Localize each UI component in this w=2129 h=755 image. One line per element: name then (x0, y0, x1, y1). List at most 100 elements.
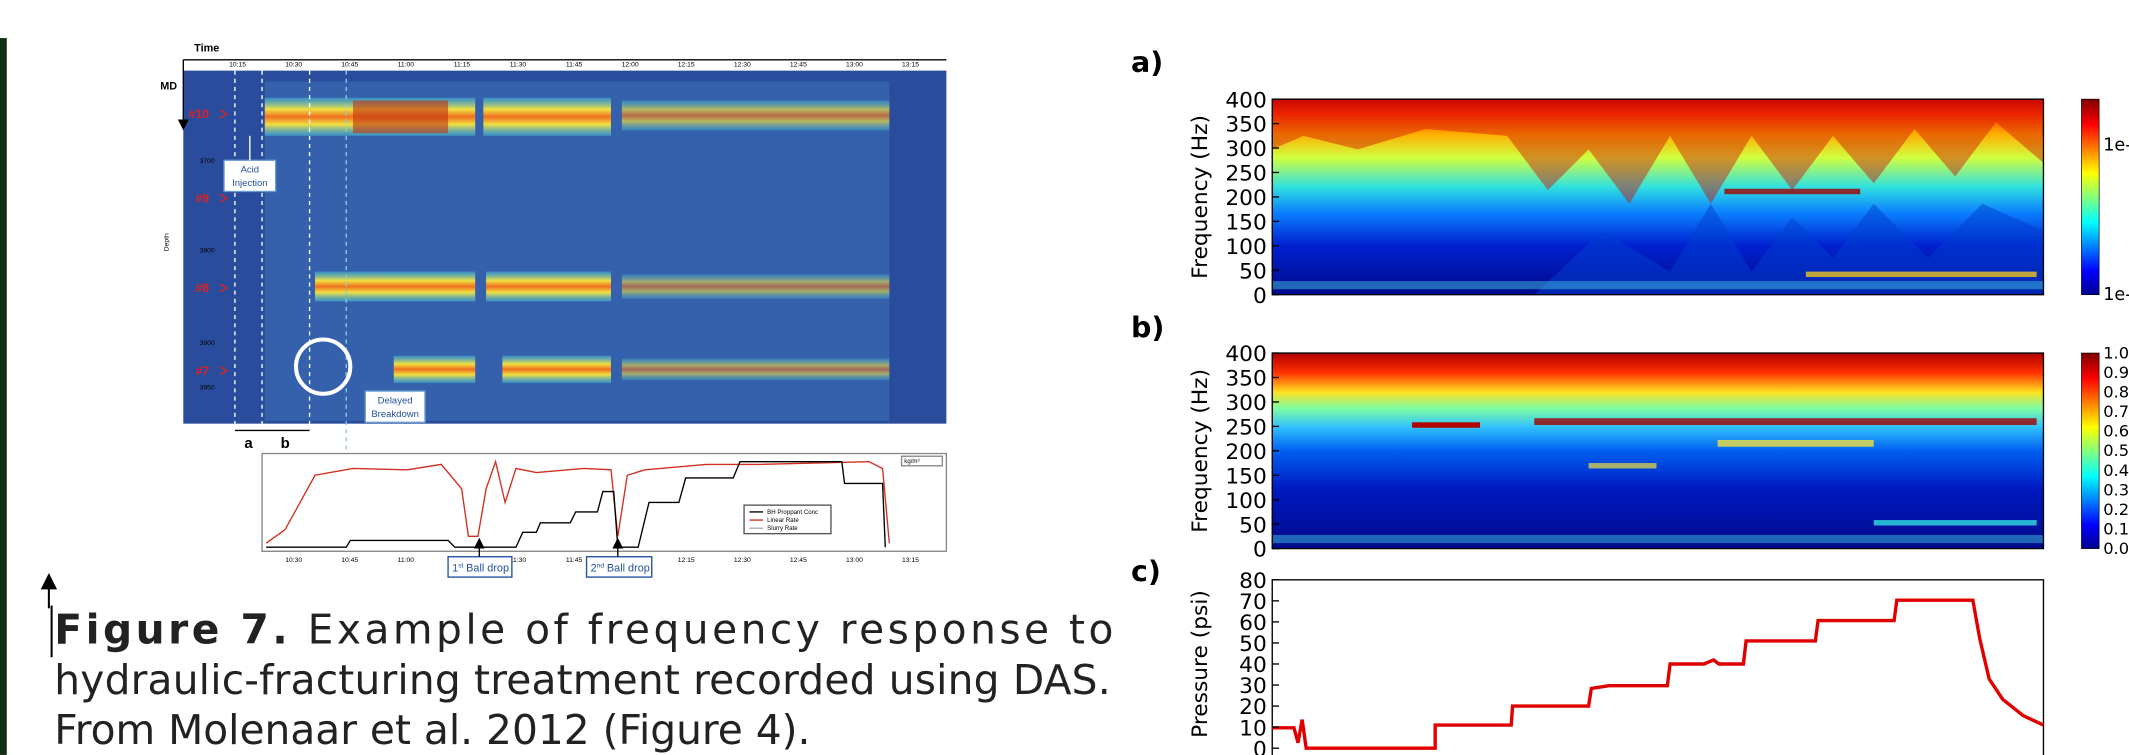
interval-label: b (281, 435, 290, 452)
band (353, 100, 449, 134)
time-tick: 13:00 (846, 557, 863, 564)
colorbar-label: 0.8 (2103, 383, 2129, 402)
y-tick-label: 0 (1253, 538, 1267, 563)
streak (1717, 439, 1874, 447)
y-tick-label: 70 (1239, 590, 1267, 615)
time-tick: 13:15 (902, 557, 919, 564)
time-tick: 11:45 (566, 557, 583, 564)
callout (364, 390, 426, 423)
units: kg/m³ (904, 458, 919, 465)
time-tick: 10:30 (285, 62, 302, 69)
band (502, 355, 612, 383)
caption-text (291, 606, 304, 654)
streak (1534, 418, 2037, 426)
caption-line: From Molenaar et al. 2012 (Figure 4). (54, 706, 810, 754)
y-tick-label: 300 (1225, 391, 1266, 416)
ball-drop-text: Ball drop (466, 563, 509, 575)
band (483, 97, 612, 136)
time-tick: 12:30 (734, 557, 751, 564)
md-label: MD (160, 81, 177, 93)
y-tick-label: 100 (1225, 235, 1266, 260)
zone-marker (219, 283, 229, 293)
time-tick: 12:30 (734, 62, 751, 69)
callout (223, 159, 277, 193)
y-tick-label: 60 (1239, 611, 1267, 636)
y-tick-label: 100 (1225, 489, 1266, 514)
zone-label: #7 (196, 364, 210, 378)
callout-text: Delayed (378, 395, 413, 406)
y-tick-label: 0 (1253, 284, 1267, 309)
band (315, 271, 476, 302)
border (0, 38, 7, 755)
legend-text: Slurry Rate (767, 525, 798, 532)
y-tick-label: 150 (1225, 211, 1266, 236)
streak (1272, 281, 2044, 290)
depth-label: Depth (163, 233, 170, 251)
ball-drop-label: 1st Ball drop (452, 563, 509, 575)
streak (1272, 535, 2044, 544)
streak (1805, 271, 2037, 278)
units-box (900, 455, 943, 467)
panel-label: c) (1131, 555, 1161, 588)
y-tick-label: 10 (1239, 716, 1267, 741)
spectrogram (1272, 353, 2044, 549)
time-tick: 12:45 (790, 557, 807, 564)
colorbar (2081, 352, 2100, 549)
streak (1873, 520, 2037, 526)
y-tick-label: 200 (1225, 186, 1266, 211)
y-tick-label: 200 (1225, 440, 1266, 465)
y-tick-label: 50 (1239, 259, 1267, 284)
colorbar-label: 0.3 (2103, 480, 2129, 499)
time-tick: 10:15 (229, 62, 246, 69)
callout-text: Injection (232, 178, 267, 189)
time-tick: 12:45 (790, 62, 807, 69)
time-tick: 13:00 (846, 62, 863, 69)
panel-c (1271, 579, 2045, 755)
caption-line: Figure 7. Example of frequency response … (54, 606, 1113, 654)
colorbar-label: 0.2 (2103, 500, 2129, 519)
panel-a (1271, 98, 2100, 296)
legend-text: BH Proppant Conc (767, 509, 818, 516)
y-tick-label: 250 (1225, 162, 1266, 187)
y-tick-label: 250 (1225, 416, 1266, 441)
left-figure: Time MD 10:15 10:3010:3010:4510:4511:0011… (160, 43, 948, 578)
breakdown-circle (293, 337, 353, 396)
pressure-curve (1272, 598, 2045, 750)
panel-label: b) (1131, 311, 1164, 344)
depth-tick: 3700 (200, 158, 215, 165)
panel-label: a) (1131, 46, 1163, 79)
y-tick-label: 300 (1225, 137, 1266, 162)
colorbar-label: 1.0 (2103, 343, 2129, 362)
colorbar-label: 1e- (2103, 136, 2129, 156)
y-tick-label: 30 (1239, 674, 1267, 699)
legend-text: Linear Rate (767, 517, 799, 524)
interval-label: a (244, 435, 253, 452)
y-tick-label: 400 (1225, 88, 1266, 113)
time-tick: 11:30 (510, 557, 527, 564)
colorbar-label: 0.0 (2103, 539, 2129, 558)
frame (1271, 579, 2045, 755)
y-tick-label: 20 (1239, 695, 1267, 720)
time-label: Time (194, 43, 219, 55)
conc-curve (266, 461, 886, 548)
y-axis-label: Pressure (psi) (1188, 590, 1213, 738)
zone-marker (219, 109, 229, 119)
time-tick: 11:00 (398, 62, 415, 69)
y-tick-label: 350 (1225, 113, 1266, 138)
colorbar-label: 0.1 (2103, 519, 2129, 538)
panel-b (1271, 352, 2100, 550)
zone-label: #9 (196, 191, 210, 205)
colorbar-label: 0.6 (2103, 422, 2129, 441)
zone-marker (219, 193, 229, 203)
y-tick-label: 50 (1239, 632, 1267, 657)
y-tick-label: 350 (1225, 367, 1266, 392)
band (393, 355, 476, 383)
streak (1412, 422, 1480, 428)
colorbar-label: 1e- (2103, 285, 2129, 305)
streak (1724, 188, 1861, 195)
colorbar (2081, 98, 2100, 296)
time-tick: 11:45 (566, 62, 583, 69)
band (621, 358, 890, 381)
ordinal: 1 (452, 563, 458, 575)
y-tick-label: 40 (1239, 653, 1267, 678)
